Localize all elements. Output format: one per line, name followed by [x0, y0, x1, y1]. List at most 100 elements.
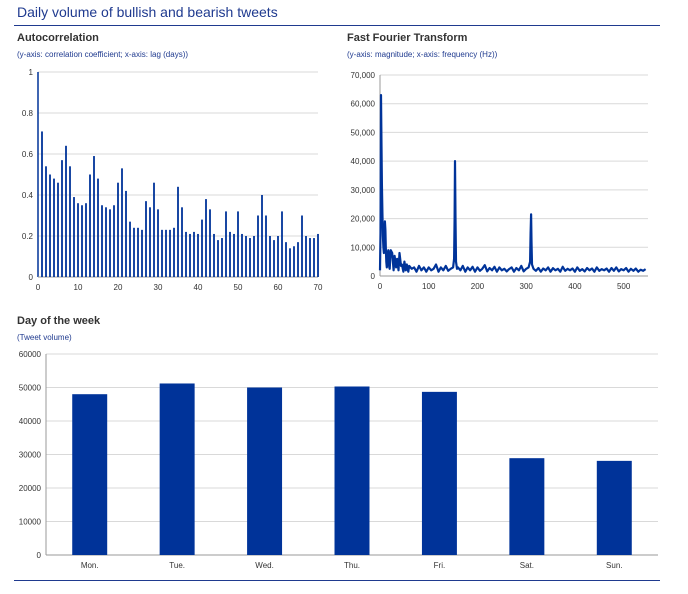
fft-x-tick-label: 200	[471, 282, 485, 291]
autocorr-bar	[145, 201, 147, 277]
dow-category-label: Sat.	[520, 561, 534, 570]
autocorr-bar	[73, 197, 75, 277]
autocorr-bar	[301, 215, 303, 277]
dow-bar	[509, 458, 545, 555]
fft-x-tick-label: 100	[422, 282, 436, 291]
dow-bar	[421, 391, 457, 555]
autocorr-bar	[209, 209, 211, 277]
autocorr-bar	[257, 215, 259, 277]
bottom-rule	[14, 580, 660, 581]
title-rule	[14, 25, 660, 26]
autocorr-subtitle: (y-axis: correlation coefficient; x-axis…	[17, 50, 189, 59]
autocorr-bar	[173, 227, 175, 277]
autocorr-bar	[201, 219, 203, 277]
autocorr-bar	[153, 182, 155, 277]
fft-y-tick-label: 70,000	[351, 71, 376, 80]
autocorr-bar	[265, 215, 267, 277]
autocorr-x-tick-label: 40	[194, 283, 203, 292]
autocorr-bar	[245, 236, 247, 277]
page-title: Daily volume of bullish and bearish twee…	[17, 4, 278, 20]
autocorr-bar	[241, 233, 243, 277]
dow-y-tick-label: 40000	[19, 417, 42, 426]
autocorr-bar	[121, 168, 123, 277]
fft-y-tick-label: 20,000	[351, 215, 376, 224]
autocorr-y-tick-label: 0.4	[22, 191, 34, 200]
dow-bar	[334, 386, 370, 555]
dow-bar	[596, 460, 632, 555]
autocorr-y-tick-label: 0.6	[22, 150, 34, 159]
autocorr-bar	[217, 240, 219, 277]
dow-title: Day of the week	[17, 315, 101, 327]
autocorr-bar	[57, 182, 59, 277]
autocorr-bar	[193, 231, 195, 277]
autocorr-bar	[249, 238, 251, 277]
dow-category-label: Thu.	[344, 561, 360, 570]
fft-y-tick-label: 40,000	[351, 157, 376, 166]
dow-bar	[159, 383, 195, 555]
autocorr-bar	[317, 233, 319, 277]
autocorr-bar	[297, 242, 299, 277]
autocorr-bar	[221, 238, 223, 277]
dow-subtitle: (Tweet volume)	[17, 333, 72, 342]
dow-category-label: Sun.	[606, 561, 622, 570]
autocorr-bar	[225, 211, 227, 277]
autocorr-y-tick-label: 0.2	[22, 232, 34, 241]
autocorr-bar	[277, 236, 279, 277]
autocorr-bar	[97, 178, 99, 277]
autocorr-bar	[93, 156, 95, 277]
autocorr-x-tick-label: 10	[74, 283, 83, 292]
autocorr-y-tick-label: 0.8	[22, 109, 34, 118]
autocorr-x-tick-label: 50	[234, 283, 243, 292]
autocorr-bar	[61, 160, 63, 277]
autocorr-bar	[89, 174, 91, 277]
autocorr-bar	[289, 248, 291, 277]
autocorr-bar	[125, 190, 127, 277]
dow-bar	[72, 394, 108, 555]
fft-subtitle: (y-axis: magnitude; x-axis: frequency (H…	[347, 50, 498, 59]
dow-category-label: Mon.	[81, 561, 99, 570]
autocorr-bar	[149, 207, 151, 277]
fft-x-tick-label: 400	[568, 282, 582, 291]
autocorr-bar	[281, 211, 283, 277]
autocorr-x-tick-label: 30	[154, 283, 163, 292]
autocorr-bar	[205, 199, 207, 277]
autocorr-bar	[69, 166, 71, 277]
autocorr-x-tick-label: 20	[114, 283, 123, 292]
autocorr-bar	[65, 145, 67, 277]
fft-x-tick-label: 500	[617, 282, 631, 291]
autocorr-bar	[113, 205, 115, 277]
autocorr-bar	[137, 227, 139, 277]
autocorr-bar	[53, 178, 55, 277]
autocorr-bar	[189, 233, 191, 277]
autocorr-bar	[177, 186, 179, 277]
autocorr-bar	[313, 238, 315, 277]
fft-y-tick-label: 30,000	[351, 186, 376, 195]
fft-series-line	[378, 93, 647, 273]
dow-y-tick-label: 20000	[19, 484, 42, 493]
dow-category-label: Wed.	[255, 561, 274, 570]
autocorr-y-tick-label: 1	[29, 68, 34, 77]
dow-category-label: Fri.	[434, 561, 446, 570]
autocorr-bar	[181, 207, 183, 277]
fft-x-tick-label: 0	[378, 282, 383, 291]
dow-y-tick-label: 0	[37, 551, 42, 560]
autocorr-bar	[165, 229, 167, 277]
autocorr-bar	[81, 205, 83, 277]
autocorr-y-tick-label: 0	[29, 273, 34, 282]
autocorr-bar	[101, 205, 103, 277]
autocorr-x-tick-label: 70	[314, 283, 323, 292]
autocorr-bar	[229, 231, 231, 277]
autocorr-bar	[109, 209, 111, 277]
autocorr-bar	[45, 166, 47, 277]
autocorr-bar	[269, 236, 271, 277]
autocorr-bar	[213, 233, 215, 277]
autocorr-bar	[253, 236, 255, 277]
autocorr-bar	[185, 231, 187, 277]
dow-y-tick-label: 10000	[19, 518, 42, 527]
fft-y-tick-label: 60,000	[351, 100, 376, 109]
autocorr-bar	[261, 195, 263, 277]
autocorr-bar	[161, 229, 163, 277]
